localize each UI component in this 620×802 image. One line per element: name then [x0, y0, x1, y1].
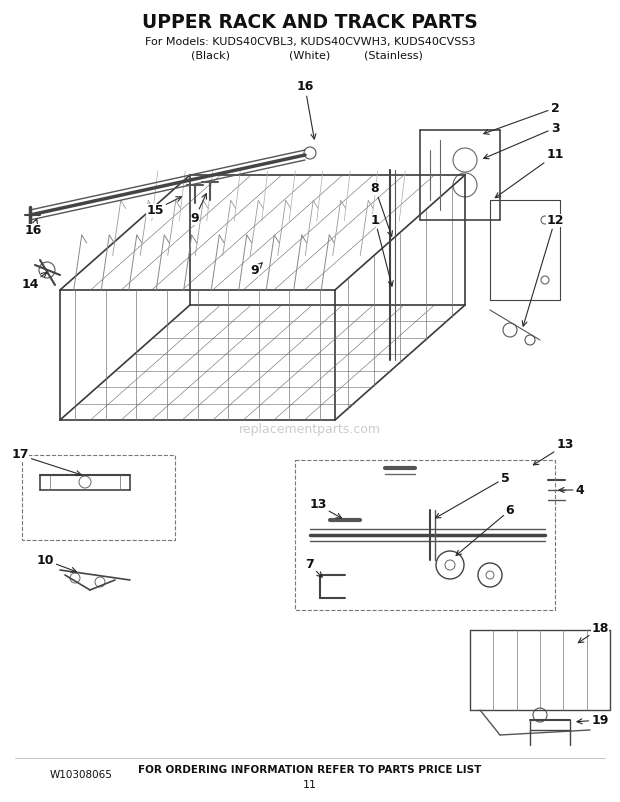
Text: 14: 14 [21, 273, 46, 291]
Text: 16: 16 [296, 80, 316, 139]
Text: (Black): (Black) [192, 51, 230, 61]
Text: 11: 11 [303, 780, 317, 790]
Text: 3: 3 [484, 121, 559, 159]
Text: 16: 16 [24, 219, 42, 237]
Text: (Stainless): (Stainless) [365, 51, 423, 61]
Text: 18: 18 [578, 622, 609, 642]
Text: 7: 7 [306, 558, 322, 577]
Text: 19: 19 [577, 714, 609, 727]
Text: 9: 9 [250, 263, 262, 277]
Text: W10308065: W10308065 [50, 770, 113, 780]
Text: 11: 11 [495, 148, 564, 197]
Text: 15: 15 [146, 196, 182, 217]
Text: 4: 4 [559, 484, 585, 496]
Text: 12: 12 [522, 213, 564, 326]
Text: 5: 5 [435, 472, 510, 518]
Text: (White): (White) [290, 51, 330, 61]
Text: 9: 9 [191, 193, 206, 225]
Text: 13: 13 [533, 439, 574, 465]
Text: FOR ORDERING INFORMATION REFER TO PARTS PRICE LIST: FOR ORDERING INFORMATION REFER TO PARTS … [138, 765, 482, 775]
Text: 13: 13 [309, 499, 342, 518]
Text: 8: 8 [371, 181, 392, 237]
Text: 10: 10 [36, 553, 76, 572]
Text: 6: 6 [456, 504, 515, 556]
Text: UPPER RACK AND TRACK PARTS: UPPER RACK AND TRACK PARTS [142, 13, 478, 31]
Text: 17: 17 [11, 448, 81, 476]
Text: 2: 2 [484, 102, 559, 134]
Text: For Models: KUDS40CVBL3, KUDS40CVWH3, KUDS40CVSS3: For Models: KUDS40CVBL3, KUDS40CVWH3, KU… [144, 37, 476, 47]
Text: 1: 1 [371, 213, 393, 286]
Text: replacementparts.com: replacementparts.com [239, 423, 381, 436]
